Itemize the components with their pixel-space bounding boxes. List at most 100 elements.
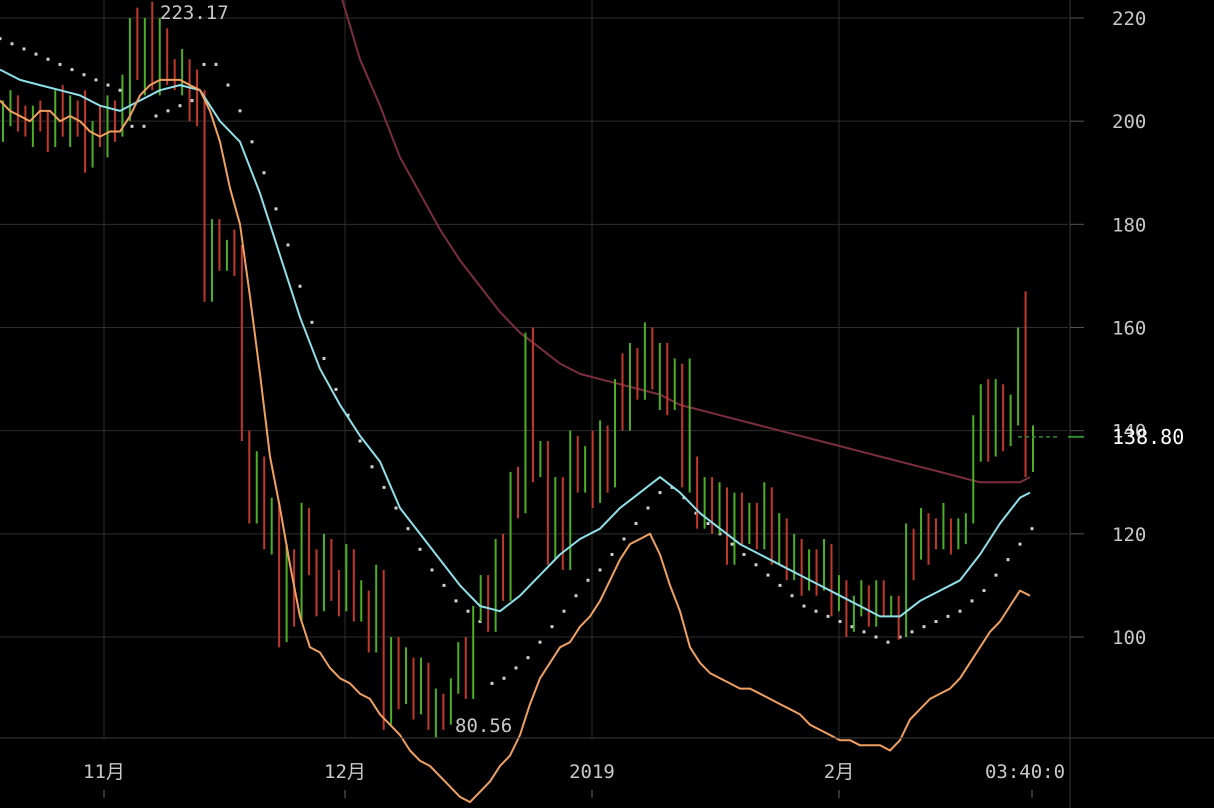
sar-dot xyxy=(34,52,38,56)
sar-dot xyxy=(310,320,314,324)
sar-dot xyxy=(790,594,794,598)
sar-dot xyxy=(58,62,62,66)
x-tick-label-2019: 2019 xyxy=(569,761,615,783)
sar-dot xyxy=(394,506,398,510)
sar-dot xyxy=(874,635,878,639)
sar-dot xyxy=(118,88,122,92)
sar-dot xyxy=(490,681,494,685)
sar-dot xyxy=(358,439,362,443)
x-tick-label-time: 03:40:0 xyxy=(985,761,1065,783)
sar-dot xyxy=(250,140,254,144)
sar-dot xyxy=(106,83,110,87)
sar-dot xyxy=(850,625,854,629)
sar-dot xyxy=(202,62,206,66)
sar-dot xyxy=(430,568,434,572)
sar-dot xyxy=(766,573,770,577)
sar-dot xyxy=(982,589,986,593)
sar-dot xyxy=(562,609,566,613)
ma-mid-line xyxy=(0,68,1031,618)
sar-dot xyxy=(610,552,614,556)
y-tick-label: 120 xyxy=(1112,524,1146,546)
sar-dot xyxy=(802,604,806,608)
sar-dot xyxy=(274,207,278,211)
sar-dot xyxy=(22,47,26,51)
sar-dot xyxy=(154,114,158,118)
sar-dot xyxy=(550,625,554,629)
high-price-label: 223.17 xyxy=(160,2,229,24)
sar-dot xyxy=(382,485,386,489)
sar-dot xyxy=(262,171,266,175)
sar-dot xyxy=(886,640,890,644)
sar-dot xyxy=(130,124,134,128)
sar-dot xyxy=(778,583,782,587)
y-tick-label: 180 xyxy=(1112,214,1146,236)
sar-dot xyxy=(838,620,842,624)
sar-dot xyxy=(658,491,662,495)
current-price-label: 138.80 xyxy=(1112,425,1184,449)
sar-dot xyxy=(574,594,578,598)
sar-dot xyxy=(634,522,638,526)
sar-dot xyxy=(46,57,50,61)
sar-dot xyxy=(166,109,170,113)
sar-dot xyxy=(922,625,926,629)
sar-dot xyxy=(346,413,350,417)
sar-dot xyxy=(1018,542,1022,546)
sar-dot xyxy=(1030,527,1034,531)
sar-dot xyxy=(970,599,974,603)
sar-dot xyxy=(0,37,2,41)
annotations: 223.17 80.56 138.80 xyxy=(160,2,1184,737)
sar-dot xyxy=(190,99,194,103)
sar-dot xyxy=(142,124,146,128)
low-price-label: 80.56 xyxy=(455,715,512,737)
sar-dot xyxy=(214,62,218,66)
sar-dot xyxy=(502,676,506,680)
x-tick-label-nov: 11月 xyxy=(83,761,125,783)
sar-dot xyxy=(454,599,458,603)
sar-dot xyxy=(94,78,98,82)
sar-dot xyxy=(706,522,710,526)
sar-dot xyxy=(370,465,374,469)
sar-dot xyxy=(466,609,470,613)
sar-dot xyxy=(754,563,758,567)
sar-dot xyxy=(946,614,950,618)
sar-dot xyxy=(70,68,74,72)
sar-dot xyxy=(958,609,962,613)
sar-dot xyxy=(910,630,914,634)
y-tick-label: 140 xyxy=(1112,421,1146,443)
x-tick-label-dec: 12月 xyxy=(324,761,366,783)
x-axis-ticks: 11月 12月 2019 2月 03:40:0 xyxy=(83,761,1065,798)
sar-dot xyxy=(1006,558,1010,562)
sar-dot xyxy=(934,620,938,624)
y-axis-ticks: 100 120 140 160 180 200 220 xyxy=(1070,8,1146,649)
sar-dot xyxy=(898,635,902,639)
sar-dot xyxy=(286,243,290,247)
sar-dot xyxy=(418,547,422,551)
sar-dot xyxy=(238,109,242,113)
sar-dot xyxy=(598,568,602,572)
sar-dot xyxy=(298,284,302,288)
sar-dot xyxy=(586,578,590,582)
y-tick-label: 160 xyxy=(1112,318,1146,340)
sar-dot xyxy=(646,506,650,510)
sar-dot xyxy=(322,356,326,360)
sar-dot xyxy=(442,583,446,587)
ma-mid-path xyxy=(0,68,1031,618)
ma-fast-path xyxy=(0,78,1031,804)
sar-dot xyxy=(10,42,14,46)
sar-dot xyxy=(226,83,230,87)
sar-dot xyxy=(334,387,338,391)
sar-dot xyxy=(82,73,86,77)
parabolic-sar-dots xyxy=(0,37,1034,685)
sar-dot xyxy=(862,630,866,634)
y-tick-label: 220 xyxy=(1112,8,1146,30)
sar-dot xyxy=(826,614,830,618)
y-tick-label: 100 xyxy=(1112,627,1146,649)
x-tick-label-feb: 2月 xyxy=(824,761,854,783)
sar-dot xyxy=(526,656,530,660)
sar-dot xyxy=(994,573,998,577)
ma-fast-line xyxy=(0,78,1031,804)
y-tick-label: 200 xyxy=(1112,111,1146,133)
